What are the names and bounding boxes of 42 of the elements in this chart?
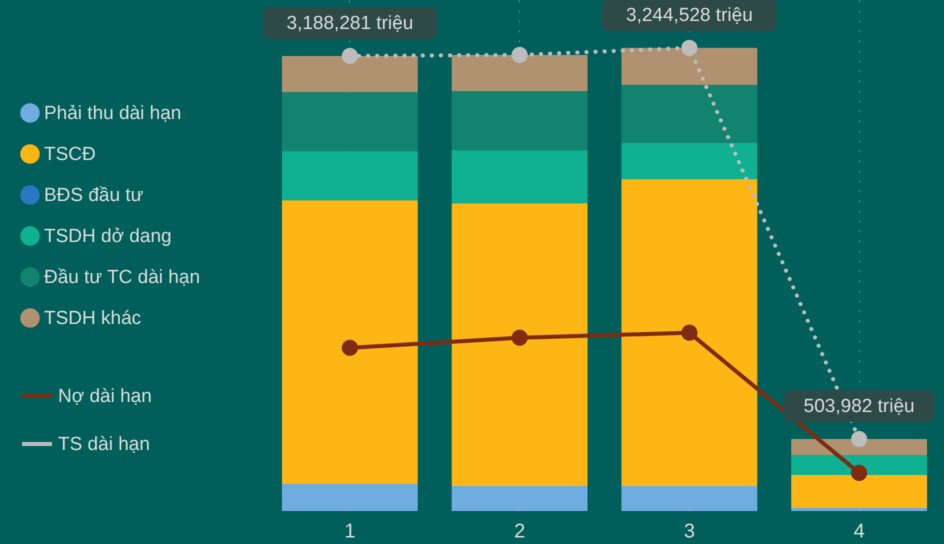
bar xyxy=(452,150,588,204)
legend-label: Nợ dài hạn xyxy=(58,386,152,407)
bar xyxy=(452,486,588,511)
bar xyxy=(621,179,758,486)
legend-label: TSDH khác xyxy=(44,308,142,329)
legend-label: Đầu tư TC dài hạn xyxy=(44,267,200,288)
legend-label: TS dài hạn xyxy=(58,434,150,455)
legend-label: TSDH dở dang xyxy=(44,226,172,247)
bar xyxy=(791,475,928,508)
data-label: 503,982 triệu xyxy=(804,396,915,418)
bar xyxy=(621,486,758,511)
bar xyxy=(452,91,588,150)
point xyxy=(681,40,698,56)
point xyxy=(512,46,528,63)
bar xyxy=(282,484,418,511)
legend-label: Phải thu dài hạn xyxy=(44,103,182,124)
bar xyxy=(452,54,588,92)
bar xyxy=(621,84,758,144)
bar xyxy=(282,92,418,152)
bar xyxy=(282,200,418,484)
bar xyxy=(621,143,758,180)
legend-label: TSCĐ xyxy=(44,144,96,165)
point xyxy=(851,431,868,448)
x-tick-label: 1 xyxy=(344,520,356,542)
bar xyxy=(791,439,928,456)
bar xyxy=(621,48,758,85)
point xyxy=(342,48,358,64)
bar xyxy=(282,56,418,92)
bar xyxy=(452,203,588,486)
point xyxy=(851,464,868,481)
bar xyxy=(282,151,418,200)
x-tick-label: 4 xyxy=(854,520,865,542)
bar xyxy=(791,508,928,511)
point xyxy=(681,324,698,341)
data-label: 3,244,528 triệu xyxy=(626,4,753,26)
point xyxy=(342,340,358,356)
x-tick-label: 2 xyxy=(514,520,526,542)
legend-label: BĐS đầu tư xyxy=(44,185,144,206)
x-tick-label: 3 xyxy=(684,520,695,542)
point xyxy=(512,330,528,346)
data-label: 3,188,281 triệu xyxy=(286,12,414,34)
bar xyxy=(791,455,928,476)
